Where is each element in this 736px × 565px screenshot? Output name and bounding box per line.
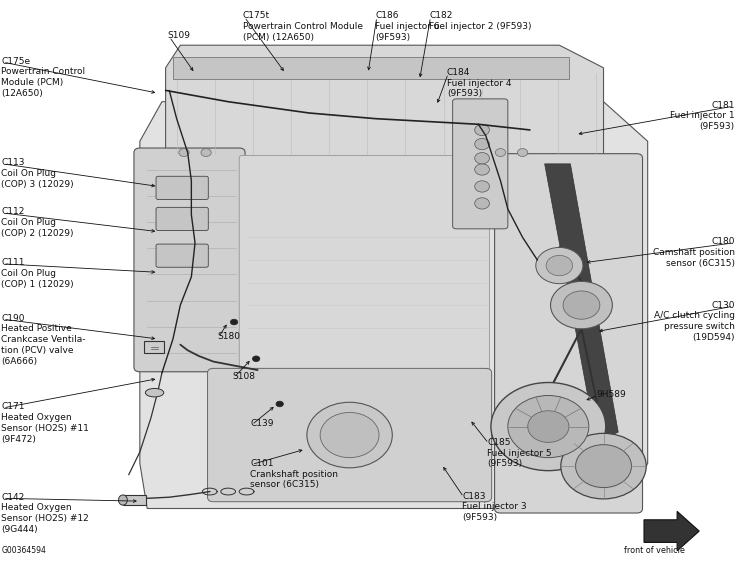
Polygon shape <box>644 511 699 551</box>
Circle shape <box>508 396 589 458</box>
Circle shape <box>276 401 283 407</box>
Text: C175e
Powertrain Control
Module (PCM)
(12A650): C175e Powertrain Control Module (PCM) (1… <box>1 56 85 98</box>
Bar <box>123 495 146 505</box>
Circle shape <box>528 411 569 442</box>
FancyBboxPatch shape <box>495 154 643 513</box>
Text: G00364594: G00364594 <box>1 546 46 555</box>
Circle shape <box>576 445 631 488</box>
FancyBboxPatch shape <box>134 148 245 372</box>
FancyBboxPatch shape <box>453 99 508 229</box>
Text: C113
Coil On Plug
(COP) 3 (12029): C113 Coil On Plug (COP) 3 (12029) <box>1 158 74 189</box>
Text: C185
Fuel injector 5
(9F593): C185 Fuel injector 5 (9F593) <box>487 438 552 468</box>
Circle shape <box>475 181 489 192</box>
FancyBboxPatch shape <box>156 207 208 231</box>
Text: S109: S109 <box>168 31 191 40</box>
Circle shape <box>230 319 238 325</box>
Circle shape <box>179 149 189 157</box>
Text: C190
Heated Positive
Crankcase Ventila-
tion (PCV) valve
(6A666): C190 Heated Positive Crankcase Ventila- … <box>1 314 86 366</box>
Text: C183
Fuel injector 3
(9F593): C183 Fuel injector 3 (9F593) <box>462 492 527 522</box>
Text: 9H589: 9H589 <box>596 390 626 399</box>
Circle shape <box>546 255 573 276</box>
Circle shape <box>495 149 506 157</box>
Text: C101
Crankshaft position
sensor (6C315): C101 Crankshaft position sensor (6C315) <box>250 459 339 489</box>
Polygon shape <box>140 102 648 508</box>
Circle shape <box>252 356 260 362</box>
Polygon shape <box>545 164 618 441</box>
Text: C182
Fuel injector 2 (9F593): C182 Fuel injector 2 (9F593) <box>429 11 531 31</box>
Text: front of vehicle: front of vehicle <box>624 546 685 555</box>
Text: C139: C139 <box>250 419 274 428</box>
Text: C184
Fuel injector 4
(9F593): C184 Fuel injector 4 (9F593) <box>447 68 512 98</box>
FancyBboxPatch shape <box>156 176 208 199</box>
Text: S108: S108 <box>233 372 255 381</box>
Text: C186
Fuel injector 6
(9F593): C186 Fuel injector 6 (9F593) <box>375 11 440 42</box>
Text: C175t
Powertrain Control Module
(PCM) (12A650): C175t Powertrain Control Module (PCM) (1… <box>243 11 363 42</box>
Text: C181
Fuel injector 1
(9F593): C181 Fuel injector 1 (9F593) <box>670 101 735 131</box>
Circle shape <box>517 149 528 157</box>
Circle shape <box>307 402 392 468</box>
Circle shape <box>475 124 489 136</box>
Circle shape <box>536 247 583 284</box>
Text: C142
Heated Oxygen
Sensor (HO2S) #12
(9G444): C142 Heated Oxygen Sensor (HO2S) #12 (9G… <box>1 493 89 534</box>
Text: C180
Camshaft position
sensor (6C315): C180 Camshaft position sensor (6C315) <box>653 237 735 268</box>
Circle shape <box>475 153 489 164</box>
Bar <box>144 341 164 353</box>
Circle shape <box>475 198 489 209</box>
Text: C111
Coil On Plug
(COP) 1 (12029): C111 Coil On Plug (COP) 1 (12029) <box>1 258 74 289</box>
Polygon shape <box>166 45 604 158</box>
FancyBboxPatch shape <box>239 155 489 410</box>
Circle shape <box>201 149 211 157</box>
Text: C171
Heated Oxygen
Sensor (HO2S) #11
(9F472): C171 Heated Oxygen Sensor (HO2S) #11 (9F… <box>1 402 89 444</box>
Circle shape <box>491 383 606 471</box>
FancyBboxPatch shape <box>208 368 492 502</box>
Ellipse shape <box>146 389 163 397</box>
Text: S180: S180 <box>217 332 240 341</box>
Circle shape <box>320 412 379 458</box>
Circle shape <box>475 164 489 175</box>
FancyBboxPatch shape <box>156 244 208 267</box>
Ellipse shape <box>118 495 127 505</box>
Circle shape <box>563 291 600 319</box>
Text: C130
A/C clutch cycling
pressure switch
(19D594): C130 A/C clutch cycling pressure switch … <box>654 301 735 342</box>
Circle shape <box>551 281 612 329</box>
Text: C112
Coil On Plug
(COP) 2 (12029): C112 Coil On Plug (COP) 2 (12029) <box>1 207 74 238</box>
Circle shape <box>561 433 646 499</box>
Circle shape <box>475 138 489 150</box>
Bar <box>173 56 569 79</box>
